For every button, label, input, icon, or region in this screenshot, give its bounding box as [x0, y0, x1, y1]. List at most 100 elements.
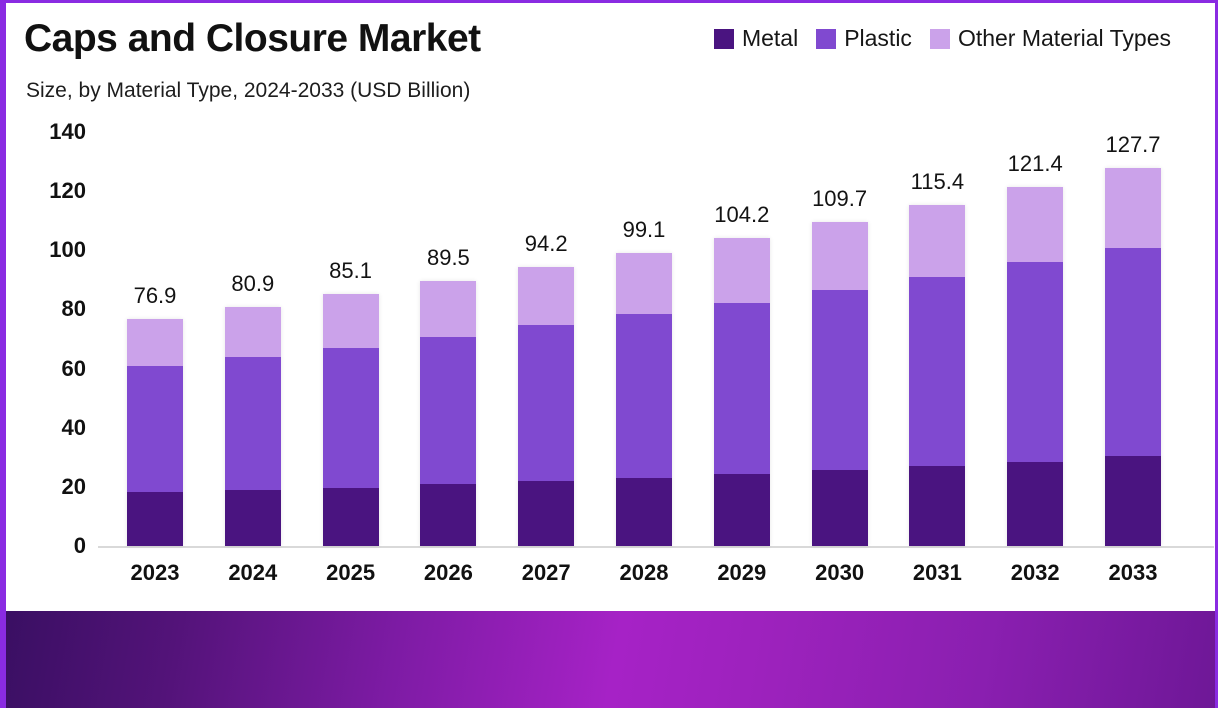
x-axis: 2023 2024 2025 2026 2027 2028 2029 2030 2031 2032…: [98, 548, 1214, 593]
bar-segment-other-material-types[interactable]: [127, 318, 183, 367]
bar-segment-other-material-types[interactable]: [713, 237, 770, 303]
stacked-bar[interactable]: [713, 237, 770, 546]
stacked-bar[interactable]: [420, 281, 477, 546]
chart-header: Caps and Closure Market Size, by Materia…: [6, 3, 1215, 113]
bar-segment-other-material-types[interactable]: [322, 294, 379, 349]
legend-label: Plastic: [844, 25, 912, 51]
bar-value-label: 104.2: [714, 201, 770, 227]
bar-segment-plastic[interactable]: [1007, 262, 1064, 462]
stacked-bar[interactable]: [224, 306, 281, 546]
bar-segment-metal[interactable]: [420, 483, 477, 546]
bar-segment-plastic[interactable]: [909, 277, 966, 466]
bar-segment-plastic[interactable]: [420, 336, 477, 484]
x-axis-tick-label: 2026: [423, 560, 473, 585]
x-axis-tick-label: 2025: [326, 560, 376, 585]
chart-legend: Metal Plastic Other Material Types: [713, 25, 1171, 52]
y-axis-tick-label: 60: [61, 355, 86, 381]
bar-segment-other-material-types[interactable]: [1007, 187, 1064, 263]
bar-segment-metal[interactable]: [811, 470, 868, 546]
bar-value-label: 76.9: [133, 282, 177, 308]
legend-swatch-icon: [713, 28, 734, 49]
stacked-bar[interactable]: [909, 204, 966, 546]
bar-segment-metal[interactable]: [322, 488, 379, 546]
stacked-bar[interactable]: [1105, 168, 1161, 546]
bar-segment-other-material-types[interactable]: [420, 281, 477, 337]
bar-segment-other-material-types[interactable]: [909, 204, 966, 278]
bar-group[interactable]: 127.7: [1105, 113, 1161, 546]
bar-value-label: 121.4: [1007, 151, 1063, 177]
bars-container: 76.9 80.9 85.1 89.5 94.2 99.1 104.2 109.7 115.4 1…: [98, 113, 1214, 611]
stacked-bar[interactable]: [127, 318, 183, 546]
page-subtitle: Size, by Material Type, 2024-2033 (USD B…: [26, 79, 471, 102]
bar-segment-metal[interactable]: [1105, 456, 1161, 546]
bar-group[interactable]: 80.9: [224, 113, 281, 546]
bar-segment-plastic[interactable]: [518, 325, 575, 481]
bar-group[interactable]: 89.5: [420, 113, 477, 546]
legend-item-plastic[interactable]: Plastic: [816, 25, 912, 52]
bar-value-label: 80.9: [231, 270, 275, 296]
bar-value-label: 85.1: [329, 258, 373, 284]
bar-segment-other-material-types[interactable]: [518, 267, 575, 326]
bar-segment-other-material-types[interactable]: [224, 306, 281, 358]
bar-segment-plastic[interactable]: [713, 302, 770, 475]
bar-value-label: 109.7: [812, 185, 868, 211]
bar-segment-plastic[interactable]: [811, 290, 868, 471]
bar-segment-metal[interactable]: [616, 478, 672, 546]
legend-label: Metal: [741, 25, 799, 51]
legend-item-metal[interactable]: Metal: [713, 25, 799, 52]
bar-segment-metal[interactable]: [518, 480, 575, 546]
bar-segment-metal[interactable]: [127, 492, 183, 546]
bar-segment-other-material-types[interactable]: [616, 252, 672, 315]
stacked-bar[interactable]: [322, 294, 379, 546]
bar-value-label: 115.4: [910, 168, 965, 194]
chart-plot-area: 0 20 40 60 80 100 120 140 76.9 80.9 85.1 89.5 94.2 9…: [6, 113, 1215, 611]
x-axis-tick-label: 2023: [130, 560, 180, 585]
legend-item-other-material-types[interactable]: Other Material Types: [929, 25, 1171, 52]
bar-group[interactable]: 94.2: [518, 113, 575, 546]
page-title: Caps and Closure Market: [24, 17, 481, 60]
bar-segment-plastic[interactable]: [322, 348, 379, 489]
stacked-bar[interactable]: [616, 252, 672, 546]
bar-segment-metal[interactable]: [224, 490, 281, 546]
bar-group[interactable]: 115.4: [909, 113, 966, 546]
y-axis-tick-label: 140: [49, 119, 86, 144]
bar-group[interactable]: 85.1: [322, 113, 379, 546]
x-axis-tick-label: 2024: [228, 560, 278, 585]
x-axis-baseline: [98, 546, 1214, 548]
footer-banner: The Market will Grow At the CAGR of: 5.2…: [6, 611, 1215, 708]
bar-segment-plastic[interactable]: [127, 366, 183, 493]
bar-segment-other-material-types[interactable]: [811, 221, 868, 291]
bar-group[interactable]: 76.9: [127, 113, 183, 546]
bar-group[interactable]: 121.4: [1007, 113, 1064, 546]
bar-value-label: 94.2: [524, 231, 568, 257]
legend-label: Other Material Types: [957, 25, 1171, 51]
y-axis-tick-label: 80: [61, 296, 86, 322]
y-axis-tick-label: 100: [49, 237, 86, 263]
bar-segment-plastic[interactable]: [616, 314, 672, 478]
bar-group[interactable]: 104.2: [713, 113, 770, 546]
y-axis-tick-label: 20: [61, 473, 86, 499]
bar-segment-other-material-types[interactable]: [1105, 168, 1161, 248]
stacked-bar[interactable]: [1007, 187, 1064, 546]
legend-swatch-icon: [929, 28, 950, 49]
bar-value-label: 89.5: [426, 245, 470, 271]
bar-group[interactable]: 109.7: [811, 113, 868, 546]
x-axis-tick-label: 2033: [1108, 560, 1158, 585]
legend-swatch-icon: [816, 28, 837, 49]
bar-value-label: 127.7: [1105, 132, 1161, 158]
bar-segment-metal[interactable]: [1007, 461, 1064, 546]
bar-segment-plastic[interactable]: [224, 357, 281, 491]
bar-segment-plastic[interactable]: [1105, 247, 1161, 457]
stacked-bar[interactable]: [518, 267, 575, 546]
bar-value-label: 99.1: [622, 216, 666, 242]
bar-segment-metal[interactable]: [909, 465, 966, 546]
y-axis: 0 20 40 60 80 100 120 140: [6, 113, 98, 611]
bar-group[interactable]: 99.1: [616, 113, 672, 546]
x-axis-tick-label: 2032: [1010, 560, 1060, 585]
y-axis-tick-label: 120: [49, 178, 86, 204]
x-axis-tick-label: 2028: [619, 560, 669, 585]
x-axis-tick-label: 2029: [717, 560, 767, 585]
stacked-bar[interactable]: [811, 221, 868, 546]
y-axis-tick-label: 40: [61, 414, 86, 440]
bar-segment-metal[interactable]: [713, 474, 770, 546]
